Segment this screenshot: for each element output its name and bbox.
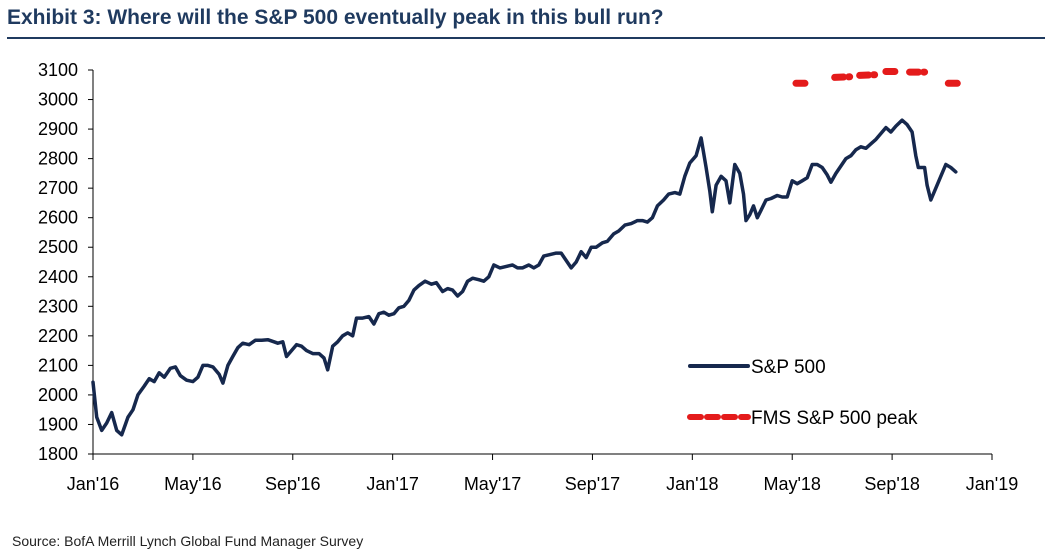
chart-legend: S&P 500 FMS S&P 500 peak: [687, 357, 918, 429]
x-tick-label: Sep'17: [565, 474, 621, 494]
x-tick-label: Sep'18: [864, 474, 920, 494]
series-segment-fms-peak: [831, 73, 854, 81]
chart-title: Exhibit 3: Where will the S&P 500 eventu…: [7, 6, 664, 29]
y-tick-label: 1800: [38, 444, 78, 464]
chart-axes: 1800 1900 2000 2100 2200 2300 2400 2500 2600 2700…: [38, 60, 1018, 494]
source-note: Source: BofA Merrill Lynch Global Fund M…: [12, 533, 364, 549]
series-segment-fms-peak: [856, 71, 879, 79]
x-tick-label: May'18: [763, 474, 820, 494]
x-tick-label: Jan'16: [67, 474, 119, 494]
y-tick-label: 3000: [38, 90, 78, 110]
x-tick-label: Sep'16: [265, 474, 321, 494]
y-tick-label: 2000: [38, 385, 78, 405]
chart: 1800 1900 2000 2100 2200 2300 2400 2500 2600 2700…: [38, 60, 1018, 494]
series-line-sp500: [91, 118, 958, 437]
x-tick-label: Jan'19: [966, 474, 1018, 494]
y-tick-label: 2900: [38, 119, 78, 139]
y-tick-label: 1900: [38, 414, 78, 434]
y-tick-label: 2500: [38, 237, 78, 257]
y-tick-label: 2700: [38, 178, 78, 198]
x-tick-label: Jan'17: [366, 474, 418, 494]
chart-series: [91, 67, 966, 437]
y-tick-label: 2100: [38, 355, 78, 375]
x-tick-label: May'17: [464, 474, 521, 494]
x-tick-label: May'16: [164, 474, 221, 494]
y-tick-label: 2300: [38, 296, 78, 316]
y-tick-label: 2400: [38, 267, 78, 287]
y-tick-label: 3100: [38, 60, 78, 80]
x-tick-label: Jan'18: [666, 474, 718, 494]
legend-label-fms: FMS S&P 500 peak: [751, 408, 918, 429]
y-tick-label: 2600: [38, 208, 78, 228]
title-rule: [7, 37, 1045, 39]
y-tick-label: 2800: [38, 149, 78, 169]
y-tick-label: 2200: [38, 326, 78, 346]
legend-label-sp500: S&P 500: [751, 357, 826, 378]
